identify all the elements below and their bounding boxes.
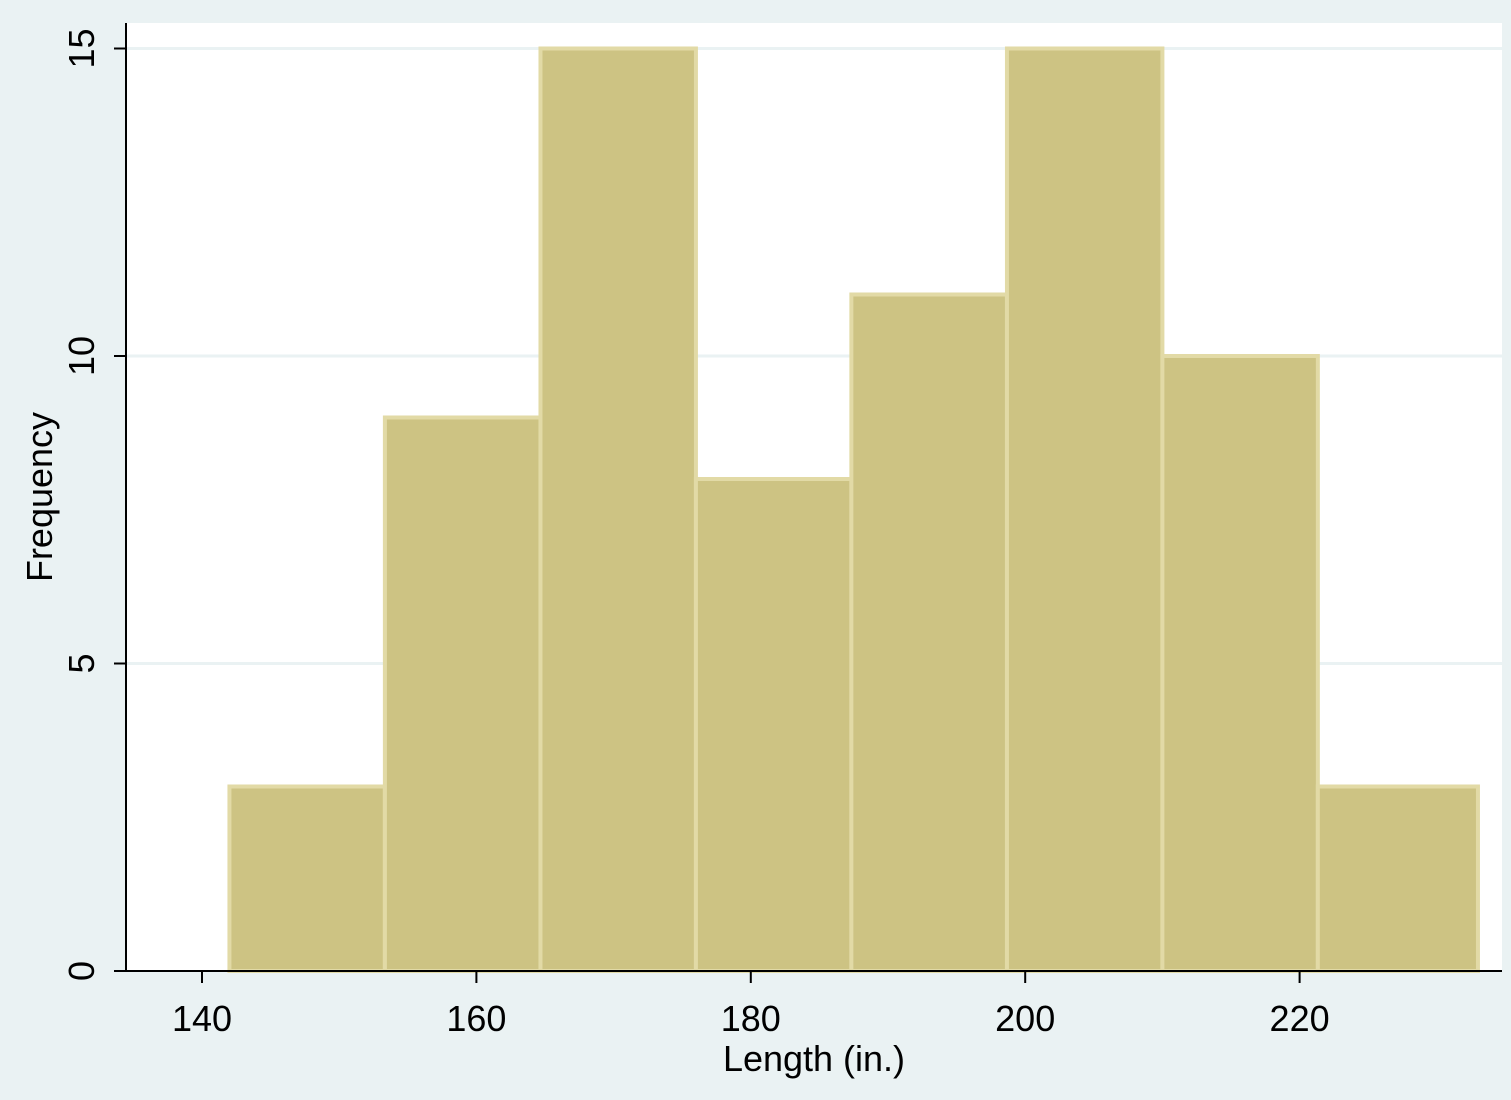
- y-axis-label: Frequency: [19, 412, 60, 582]
- tick-labels: 140 160 180 200 220 0 5 10 15: [61, 28, 1330, 1039]
- histogram-bar-7: [1160, 354, 1320, 973]
- x-axis-label: Length (in.): [723, 1038, 905, 1079]
- x-tick-label-200: 200: [995, 998, 1055, 1039]
- x-tick-label-180: 180: [721, 998, 781, 1039]
- histogram-bar-1: [227, 784, 387, 973]
- x-tick-label-140: 140: [172, 998, 232, 1039]
- x-tick-label-160: 160: [446, 998, 506, 1039]
- y-tick-label-10: 10: [61, 336, 102, 376]
- x-tick-label-220: 220: [1270, 998, 1330, 1039]
- histogram-bar-6: [1004, 46, 1165, 973]
- histogram-bar-3: [538, 46, 698, 973]
- y-tick-label-0: 0: [61, 961, 102, 981]
- y-tick-label-15: 15: [61, 28, 102, 68]
- histogram-bar-4: [693, 477, 854, 973]
- histogram-bar-8: [1315, 784, 1480, 973]
- y-tick-label-5: 5: [61, 653, 102, 673]
- axes: [125, 23, 1502, 972]
- bars: [227, 46, 1480, 973]
- histogram-bar-5: [849, 292, 1009, 973]
- histogram-bar-2: [382, 415, 543, 973]
